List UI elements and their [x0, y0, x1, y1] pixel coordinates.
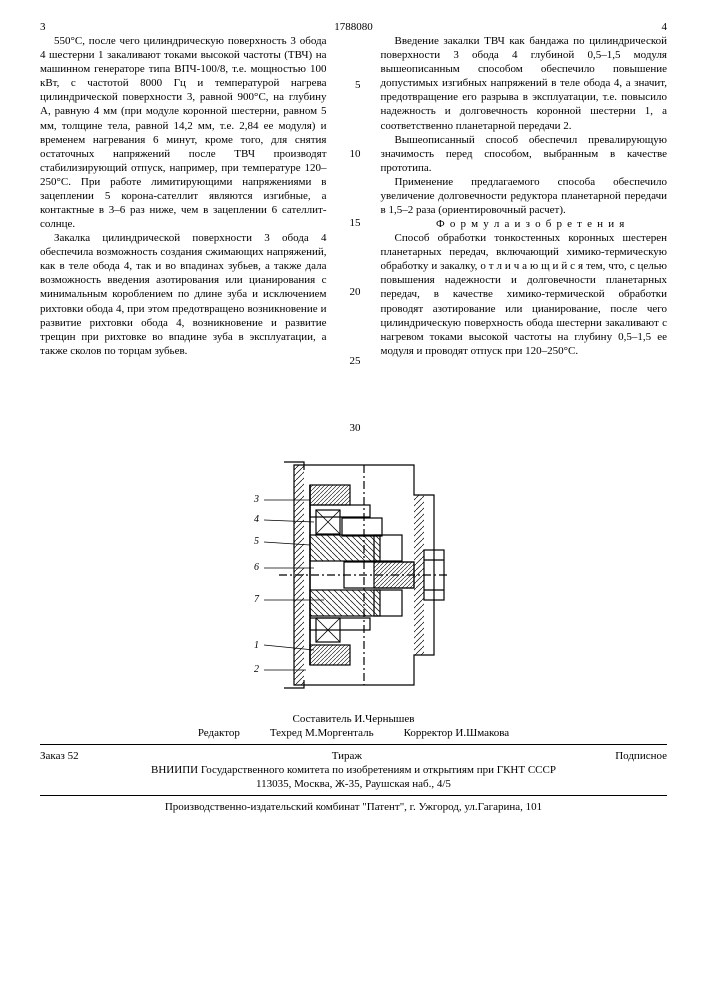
callout-4: 4	[254, 514, 259, 525]
divider	[40, 744, 667, 745]
tirazh-label: Тираж	[332, 749, 362, 763]
right-para-2: Вышеописанный способ обеспечил превалиру…	[381, 133, 668, 175]
page-number-right: 4	[662, 20, 668, 34]
right-para-1: Введение закалки ТВЧ как бандажа по цили…	[381, 34, 668, 133]
corrector-name: И.Шмакова	[455, 727, 509, 739]
line-marker: 10	[347, 147, 361, 161]
left-para-2: Закалка цилиндрической поверхности 3 обо…	[40, 231, 327, 358]
callout-2: 2	[254, 664, 259, 675]
callout-7: 7	[254, 594, 260, 605]
gear-assembly-drawing: 3 4 5 6 7 1 2	[224, 450, 484, 700]
right-para-3: Применение предлагаемого способа обеспеч…	[381, 175, 668, 217]
techred-label: Техред	[270, 727, 302, 739]
compiler-line: Составитель И.Чернышев	[40, 712, 667, 726]
text-columns: 550°С, после чего цилиндрическую поверхн…	[40, 34, 667, 435]
credits-block: Составитель И.Чернышев Редактор Техред М…	[40, 712, 667, 814]
patent-number: 1788080	[334, 20, 373, 34]
line-marker: 20	[347, 285, 361, 299]
callout-3: 3	[253, 494, 259, 505]
subscription-label: Подписное	[615, 749, 667, 763]
line-marker: 30	[347, 421, 361, 435]
left-column: 550°С, после чего цилиндрическую поверхн…	[40, 34, 327, 435]
callout-5: 5	[254, 536, 259, 547]
printer-line: Производственно-издательский комбинат "П…	[40, 800, 667, 814]
order-label: Заказ	[40, 750, 65, 762]
techred-name: М.Моргенталь	[305, 727, 374, 739]
line-marker: 15	[347, 216, 361, 230]
editor-row: Редактор Техред М.Моргенталь Корректор И…	[40, 726, 667, 740]
line-number-gutter: 5 10 15 20 25 30	[347, 34, 361, 435]
right-column: Введение закалки ТВЧ как бандажа по цили…	[381, 34, 668, 435]
page: 3 1788080 4 550°С, после чего цилиндриче…	[0, 0, 707, 1000]
org-line: ВНИИПИ Государственного комитета по изоб…	[40, 763, 667, 777]
corrector-label: Корректор	[404, 727, 453, 739]
header: 3 1788080 4	[40, 20, 667, 34]
formula-title: Ф о р м у л а и з о б р е т е н и я	[381, 217, 668, 231]
order-number: 52	[68, 750, 79, 762]
compiler-name: И.Чернышев	[354, 713, 414, 725]
patent-figure: 3 4 5 6 7 1 2	[40, 450, 667, 704]
order-row: Заказ 52 Тираж Подписное	[40, 749, 667, 763]
divider	[40, 795, 667, 796]
callout-1: 1	[254, 640, 259, 651]
callout-6: 6	[254, 562, 259, 573]
page-number-left: 3	[40, 20, 46, 34]
address-line: 113035, Москва, Ж-35, Раушская наб., 4/5	[40, 777, 667, 791]
line-marker: 5	[347, 78, 361, 92]
line-marker: 25	[347, 354, 361, 368]
left-para-1: 550°С, после чего цилиндрическую поверхн…	[40, 34, 327, 231]
right-para-4: Способ обработки тонкостенных коронных ш…	[381, 231, 668, 358]
compiler-label: Составитель	[293, 713, 352, 725]
editor-label: Редактор	[198, 727, 240, 739]
